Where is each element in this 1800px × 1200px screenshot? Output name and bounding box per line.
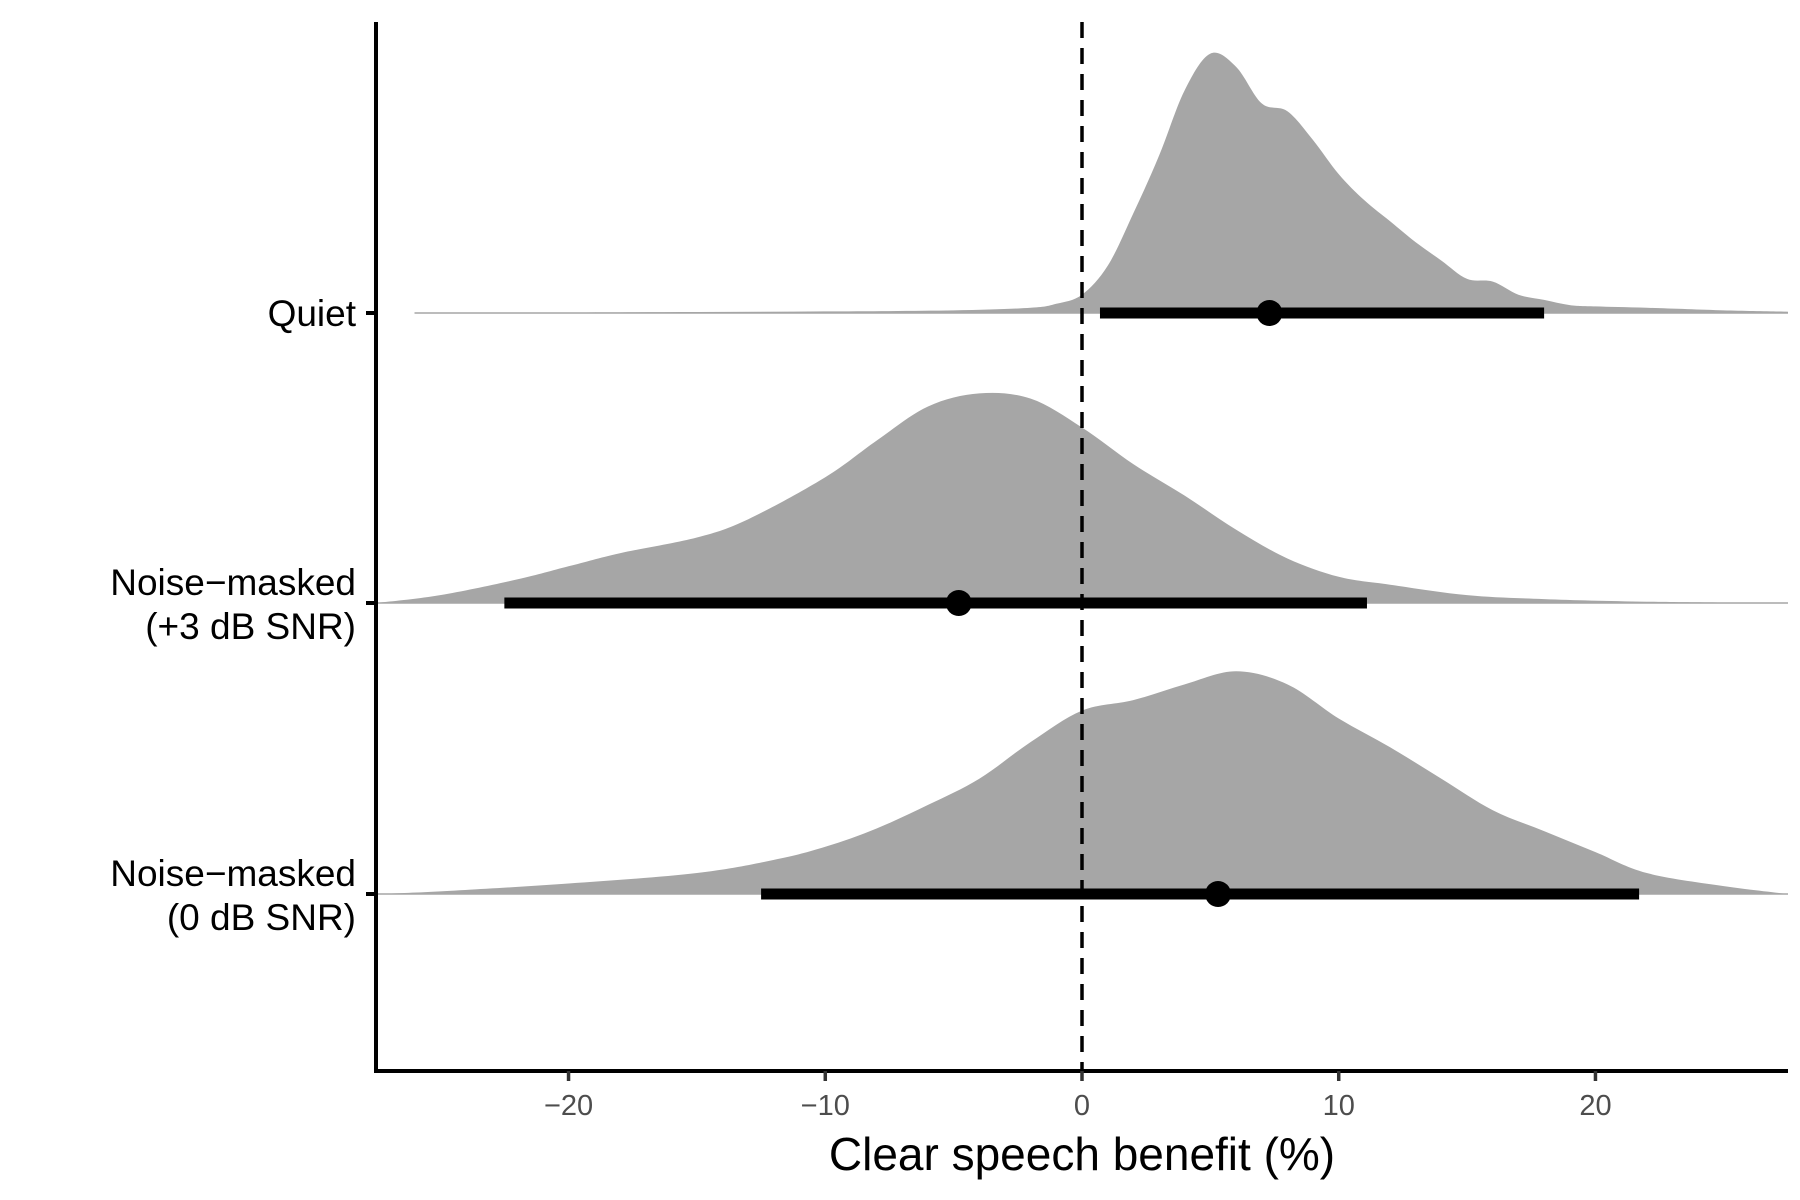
x-tick-label: 20 [1579,1090,1611,1122]
interval-layer [504,300,1640,907]
point-estimate [945,590,972,616]
y-category-label: Quiet [268,293,357,334]
y-category-label: (+3 dB SNR) [145,606,356,647]
y-category-label: Noise−masked [110,853,356,894]
x-tick-label: 0 [1074,1090,1090,1122]
point-estimate [1205,881,1232,907]
y-category-label: (0 dB SNR) [167,897,356,938]
y-category-label: Noise−masked [110,562,356,603]
x-tick-label: −10 [801,1090,850,1122]
density-ridge [414,52,1788,313]
x-tick-label: 10 [1323,1090,1355,1122]
x-axis-title: Clear speech benefit (%) [829,1128,1335,1180]
x-tick-label: −20 [544,1090,593,1122]
point-estimate [1256,300,1283,326]
x-ticks: −20 −10 0 10 20 [544,1071,1612,1122]
